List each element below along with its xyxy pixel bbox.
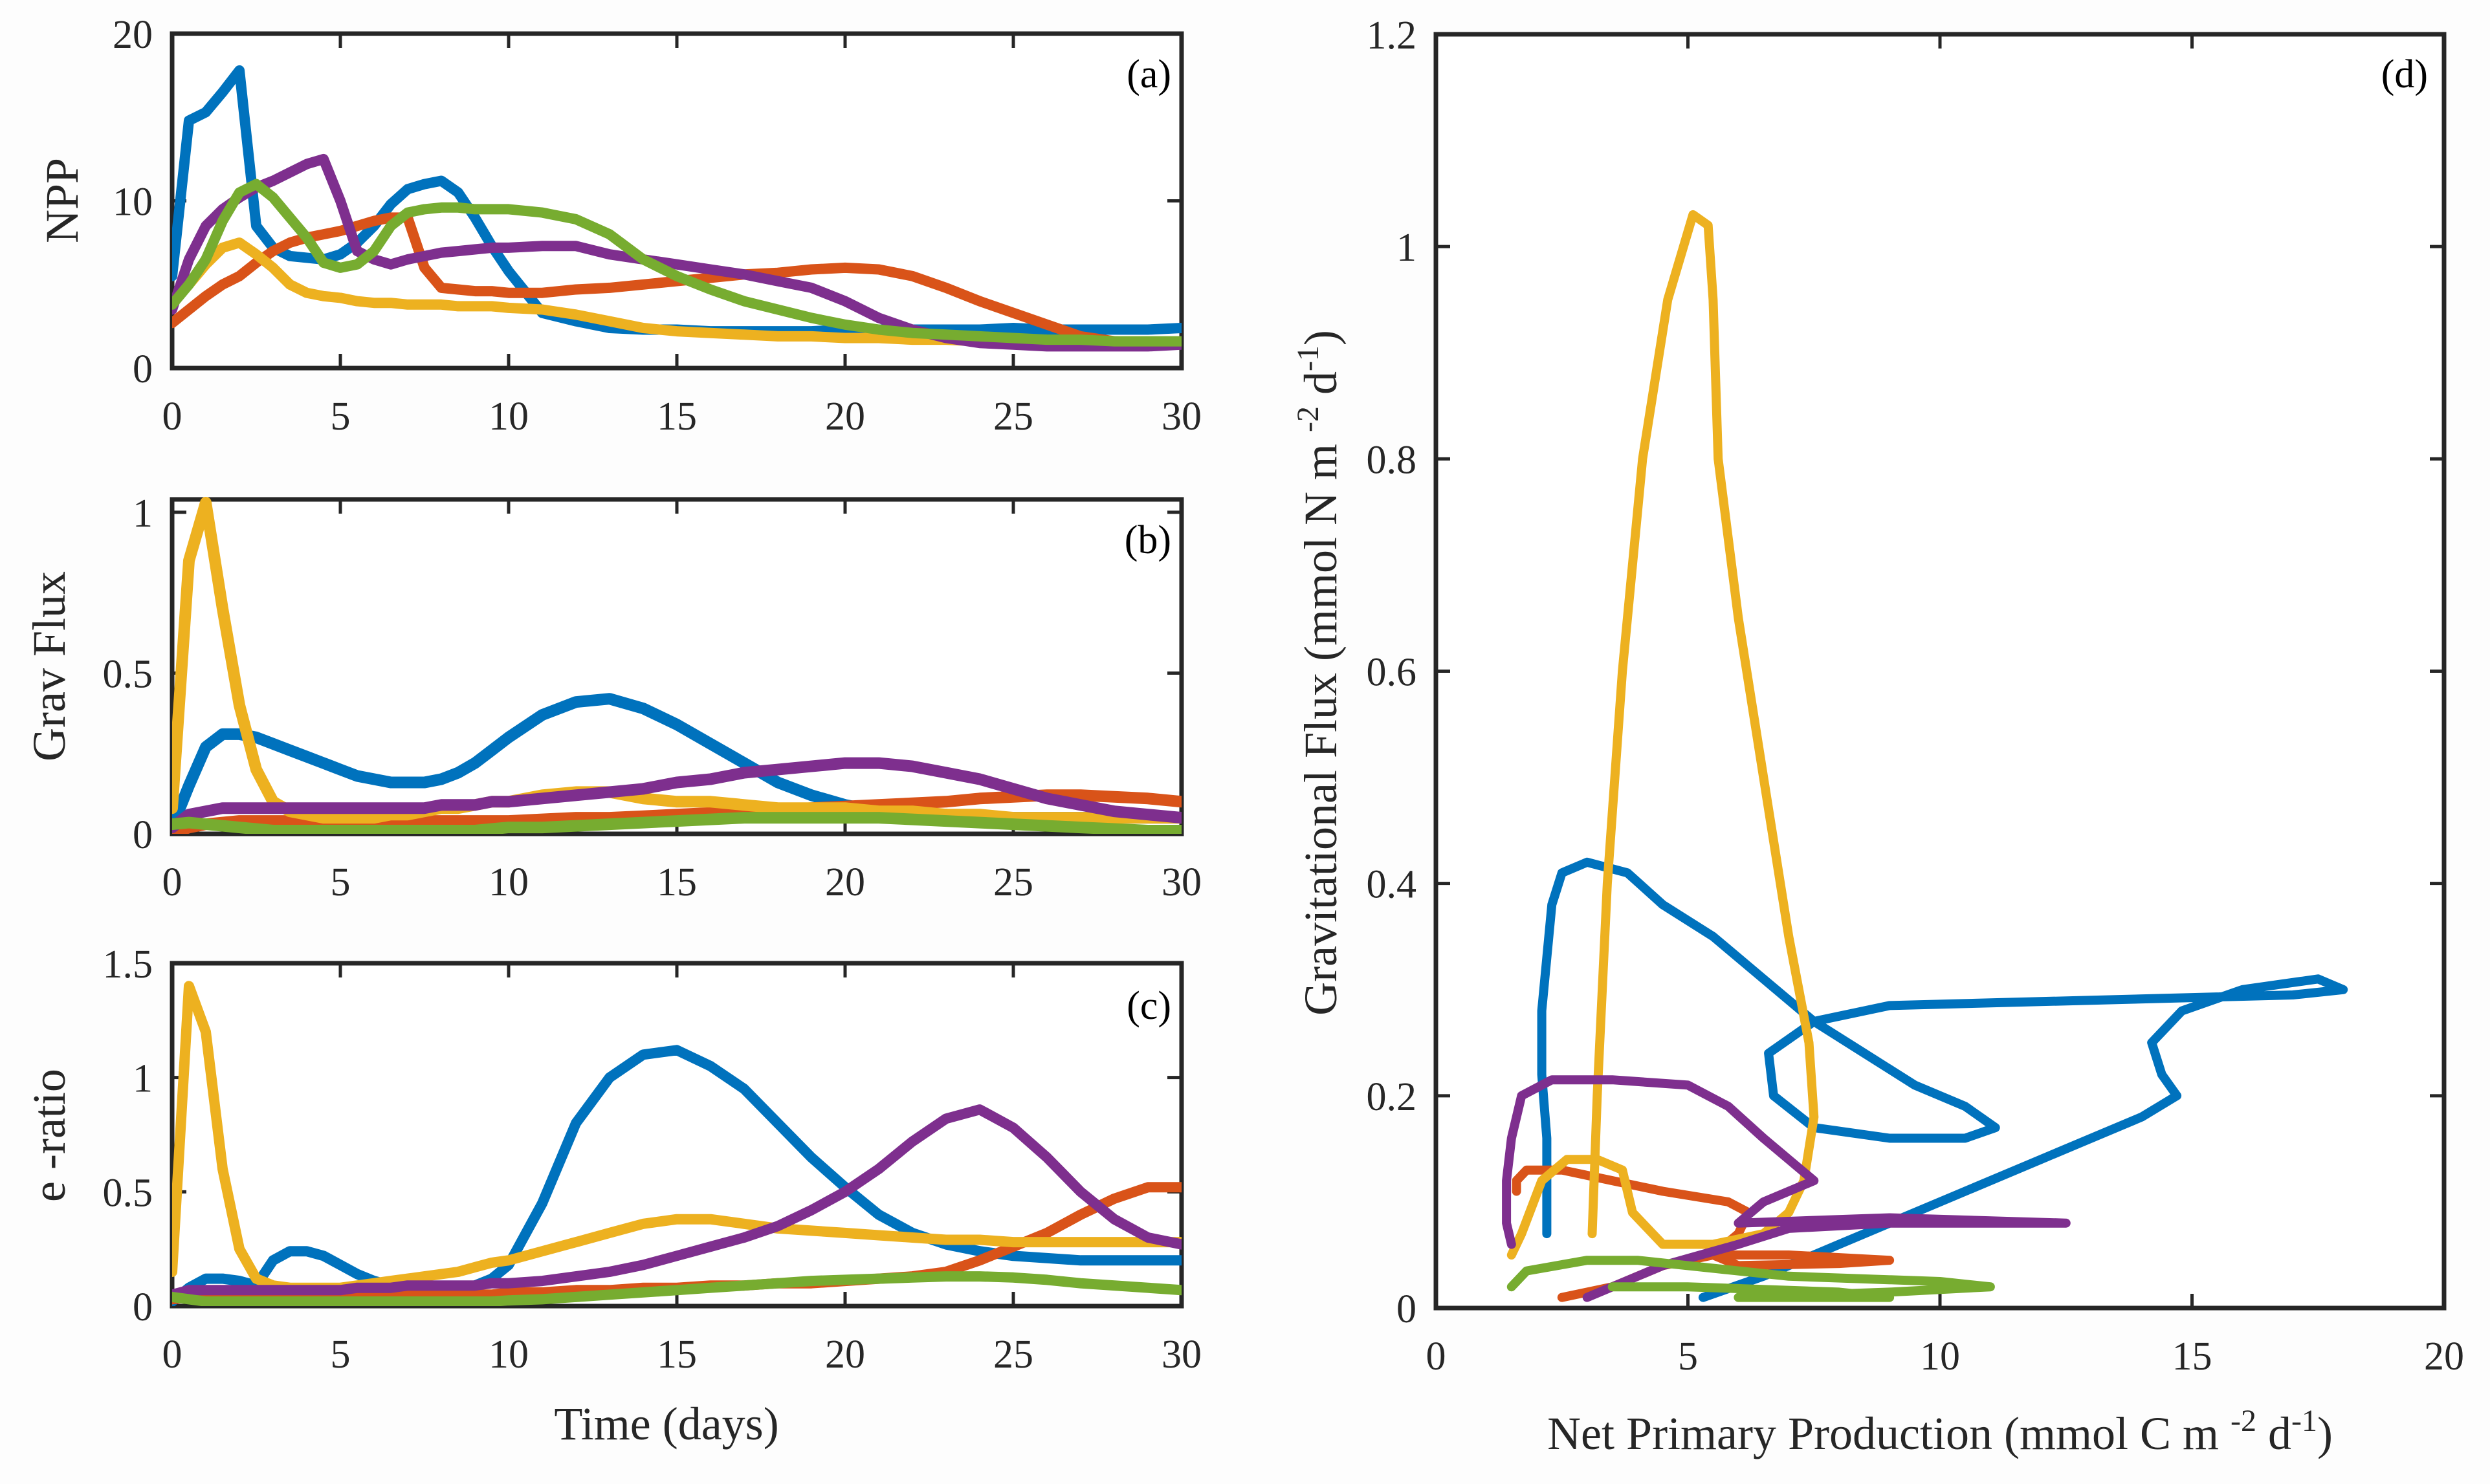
x-tick-label: 5 (331, 395, 351, 439)
panel-c-tag: (c) (1127, 984, 1171, 1028)
x-tick-label: 30 (1162, 860, 1202, 904)
x-tick-label: 5 (1678, 1335, 1698, 1379)
panel-d-frame (1433, 32, 2447, 1311)
x-tick-label: 30 (1162, 395, 1202, 439)
x-tick-label: 5 (331, 1333, 351, 1377)
y-tick-label: 0.4 (1367, 863, 1417, 907)
x-tick-label: 20 (825, 860, 865, 904)
panel-d-series (1502, 210, 2348, 1302)
panel-d-xlabel-main: Net Primary Production (mmol C m (1547, 1408, 2231, 1459)
panel-a-ticks (170, 32, 1184, 370)
panel-d-ylabel-sup2: -1 (1291, 345, 1325, 371)
panel-c-ytick-labels: 0 0.5 1 1.5 (103, 943, 153, 1329)
y-tick-label: 0 (1396, 1287, 1416, 1331)
series-line-green (172, 812, 1182, 834)
panel-c-xtick-labels: 0 5 10 15 20 25 30 (162, 1333, 1202, 1377)
y-tick-label: 1.5 (103, 943, 153, 987)
x-tick-label: 30 (1162, 1333, 1202, 1377)
panel-b-xtick-labels: 0 5 10 15 20 25 30 (162, 860, 1202, 904)
x-tick-label: 0 (162, 860, 182, 904)
x-tick-label: 15 (657, 1333, 697, 1377)
y-tick-label: 0 (133, 347, 153, 391)
y-tick-label: 1 (1396, 226, 1416, 270)
panel-b-series (172, 497, 1182, 834)
series-line-yellow (1506, 210, 1819, 1260)
panel-c-ylabel: e -ratio (23, 1069, 75, 1202)
x-tick-label: 0 (1426, 1335, 1446, 1379)
y-tick-label: 1 (133, 492, 153, 536)
panel-c-e-ratio: 0 5 10 15 20 25 30 0 0.5 1 1.5 e -ratio Time (day… (23, 943, 1202, 1450)
panel-d-ticks (1434, 32, 2446, 1310)
panel-d-tag: (d) (2381, 52, 2428, 96)
y-tick-label: 0.2 (1367, 1075, 1417, 1119)
x-tick-label: 20 (825, 1333, 865, 1377)
x-tick-label: 25 (993, 860, 1033, 904)
panel-d-xlabel-sup2: -1 (2291, 1404, 2317, 1438)
panel-d-ylabel: Gravitational Flux (mmol N m -2 d-1) (1291, 330, 1347, 1016)
panel-d-ylabel-sup1: -2 (1291, 406, 1325, 432)
series-line-green (1506, 1256, 1995, 1302)
series-group (172, 497, 1182, 834)
panel-d-ylabel-main: Gravitational Flux (mmol N m (1295, 432, 1347, 1016)
panel-d-ytick-labels: 0 0.2 0.4 0.6 0.8 1 1.2 (1367, 14, 1417, 1331)
panel-d-xlabel: Net Primary Production (mmol C m -2 d-1) (1547, 1404, 2333, 1459)
series-line-blue (172, 65, 1182, 337)
x-tick-label: 25 (993, 1333, 1033, 1377)
panel-b-tag: (b) (1125, 518, 1171, 562)
y-tick-label: 1.2 (1367, 14, 1417, 58)
series-line-orange (172, 789, 1182, 834)
y-tick-label: 0 (133, 1285, 153, 1329)
y-tick-label: 0.8 (1367, 438, 1417, 482)
panel-c-series (172, 981, 1182, 1306)
y-tick-label: 1 (133, 1057, 153, 1101)
panel-d-xtick-labels: 0 5 10 15 20 (1426, 1335, 2465, 1379)
panel-d-ylabel-mid: d (1295, 371, 1347, 406)
x-tick-label: 15 (657, 395, 697, 439)
y-tick-label: 20 (113, 13, 153, 57)
panel-a-series (172, 65, 1182, 352)
x-tick-label: 0 (162, 1333, 182, 1377)
y-tick-label: 10 (113, 180, 153, 224)
panel-a-xtick-labels: 0 5 10 15 20 25 30 (162, 395, 1202, 439)
series-line-purple (1502, 1075, 2071, 1302)
x-tick-label: 10 (489, 1333, 529, 1377)
x-tick-label: 10 (1920, 1335, 1960, 1379)
panel-b-grav-flux: 0 5 10 15 20 25 30 00.51 Grav Flux (b) (23, 492, 1202, 904)
panel-a-ylabel: NPP (36, 158, 88, 243)
panel-d-xlabel-mid: d (2256, 1408, 2291, 1459)
panel-a-npp: 0 5 10 15 20 25 30 0 10 20 NPP (a) (36, 13, 1202, 439)
panel-d-xlabel-sup1: -2 (2231, 1404, 2256, 1438)
panel-a-ytick-labels: 0 10 20 (113, 13, 153, 391)
x-tick-label: 5 (331, 860, 351, 904)
panel-a-tag: (a) (1127, 52, 1171, 96)
series-group (172, 981, 1182, 1306)
y-tick-label: 0.5 (103, 652, 153, 696)
x-tick-label: 25 (993, 395, 1033, 439)
x-tick-label: 20 (825, 395, 865, 439)
panel-d-ylabel-end: ) (1295, 330, 1347, 345)
series-line-purple (172, 757, 1182, 834)
x-tick-label: 15 (657, 860, 697, 904)
series-group (172, 65, 1182, 352)
panel-d-xlabel-end: ) (2317, 1408, 2333, 1459)
series-line-blue (1537, 857, 2348, 1302)
y-tick-label: 0 (133, 813, 153, 857)
series-line-orange (172, 212, 1182, 349)
x-tick-label: 20 (2424, 1335, 2464, 1379)
x-tick-label: 10 (489, 860, 529, 904)
panel-c-xlabel: Time (days) (554, 1398, 778, 1450)
y-tick-label: 0.5 (103, 1171, 153, 1215)
panel-b-ytick-labels: 00.51 (103, 492, 153, 857)
x-tick-label: 15 (2172, 1335, 2212, 1379)
panel-d-phase: 0 5 10 15 20 0 0.2 0.4 0.6 0.8 1 1.2 Gravitational… (1291, 14, 2464, 1459)
series-line-green (172, 179, 1182, 347)
series-line-purple (172, 1104, 1182, 1300)
x-tick-label: 10 (489, 395, 529, 439)
series-group (1502, 210, 2348, 1302)
panel-b-ylabel: Grav Flux (23, 571, 75, 761)
y-tick-label: 0.6 (1367, 651, 1417, 695)
series-line-green (172, 1271, 1182, 1306)
x-tick-label: 0 (162, 395, 182, 439)
